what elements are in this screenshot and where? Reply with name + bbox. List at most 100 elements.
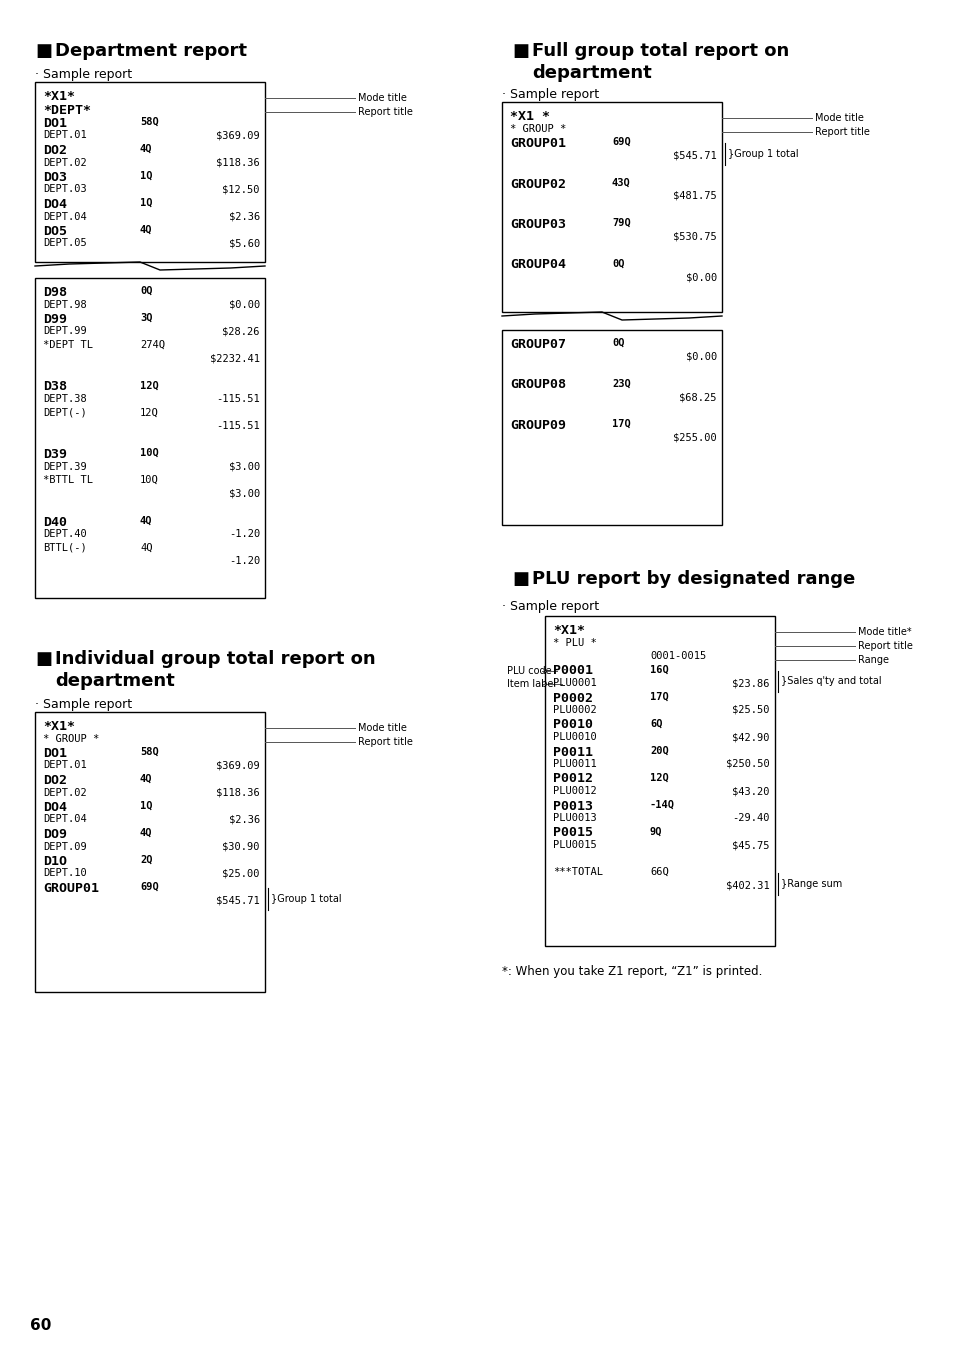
Text: *X1*: *X1* [43, 90, 75, 103]
Text: $25.00: $25.00 [222, 869, 260, 878]
Text: · Sample report: · Sample report [501, 600, 598, 612]
Bar [544, 616, 774, 946]
Text: 1Q: 1Q [140, 198, 152, 208]
Text: GROUP01: GROUP01 [43, 882, 99, 894]
Bar [35, 278, 265, 598]
Text: P0010: P0010 [553, 719, 593, 731]
Text: DO2: DO2 [43, 144, 67, 156]
Text: 0Q: 0Q [140, 286, 152, 295]
Text: $3.00: $3.00 [229, 461, 260, 472]
Text: $12.50: $12.50 [222, 185, 260, 194]
Text: *: When you take Z1 report, “Z1” is printed.: *: When you take Z1 report, “Z1” is prin… [501, 965, 761, 978]
Text: department: department [55, 672, 174, 689]
Text: Report title: Report title [857, 641, 912, 652]
Text: DEPT.98: DEPT.98 [43, 299, 87, 309]
Text: }Group 1 total: }Group 1 total [727, 148, 798, 159]
Text: PLU report by designated range: PLU report by designated range [532, 571, 854, 588]
Text: $402.31: $402.31 [725, 881, 769, 890]
Text: DEPT.02: DEPT.02 [43, 788, 87, 797]
Text: 20Q: 20Q [649, 746, 668, 755]
Text: $23.86: $23.86 [732, 679, 769, 688]
Text: -115.51: -115.51 [216, 394, 260, 403]
Text: Department report: Department report [55, 42, 247, 59]
Text: Mode title: Mode title [357, 93, 406, 103]
Text: DO4: DO4 [43, 198, 67, 210]
Text: }Sales q'ty and total: }Sales q'ty and total [781, 676, 881, 687]
Text: 12Q: 12Q [649, 773, 668, 782]
Text: }Group 1 total: }Group 1 total [271, 894, 341, 904]
Text: 0001-0015: 0001-0015 [649, 652, 705, 661]
Text: DO4: DO4 [43, 801, 67, 813]
Bar [35, 82, 265, 262]
Text: PLU0010: PLU0010 [553, 733, 597, 742]
Text: Full group total report on: Full group total report on [532, 42, 788, 59]
Text: DEPT.04: DEPT.04 [43, 212, 87, 221]
Text: PLU0002: PLU0002 [553, 706, 597, 715]
Text: *BTTL TL: *BTTL TL [43, 475, 92, 486]
Text: Report title: Report title [814, 127, 869, 138]
Text: GROUP08: GROUP08 [510, 379, 565, 391]
Text: Report title: Report title [357, 107, 413, 117]
Text: 9Q: 9Q [649, 827, 661, 836]
Text: *X1*: *X1* [553, 625, 584, 637]
Text: * GROUP *: * GROUP * [43, 734, 99, 743]
Text: ■: ■ [512, 571, 529, 588]
Text: · Sample report: · Sample report [35, 697, 132, 711]
Text: 16Q: 16Q [649, 665, 668, 674]
Text: 60: 60 [30, 1318, 51, 1333]
Text: Item label: Item label [506, 679, 556, 689]
Text: -1.20: -1.20 [229, 556, 260, 567]
Text: P0012: P0012 [553, 773, 593, 785]
Bar [35, 712, 265, 992]
Text: Mode title*: Mode title* [857, 627, 911, 637]
Text: DEPT(-): DEPT(-) [43, 407, 87, 417]
Text: $30.90: $30.90 [222, 842, 260, 851]
Text: 10Q: 10Q [140, 475, 158, 486]
Text: 4Q: 4Q [140, 225, 152, 235]
Text: $2.36: $2.36 [229, 212, 260, 221]
Text: DEPT.01: DEPT.01 [43, 761, 87, 770]
Text: GROUP01: GROUP01 [510, 138, 565, 150]
Text: $28.26: $28.26 [222, 326, 260, 336]
Text: $2232.41: $2232.41 [210, 353, 260, 363]
Text: DEPT.04: DEPT.04 [43, 815, 87, 824]
Text: -14Q: -14Q [649, 800, 675, 809]
Text: $369.09: $369.09 [216, 761, 260, 770]
Text: $45.75: $45.75 [732, 840, 769, 850]
Text: ■: ■ [35, 42, 52, 59]
Text: 4Q: 4Q [140, 144, 152, 154]
Text: $250.50: $250.50 [725, 759, 769, 769]
Text: PLU0012: PLU0012 [553, 786, 597, 796]
Text: * PLU *: * PLU * [553, 638, 597, 648]
Text: D98: D98 [43, 286, 67, 299]
Text: 1Q: 1Q [140, 171, 152, 181]
Text: $25.50: $25.50 [732, 706, 769, 715]
Text: 4Q: 4Q [140, 774, 152, 784]
Text: $545.71: $545.71 [216, 896, 260, 905]
Text: PLU0015: PLU0015 [553, 840, 597, 850]
Text: DO3: DO3 [43, 171, 67, 183]
Text: 66Q: 66Q [649, 867, 668, 877]
Text: BTTL(-): BTTL(-) [43, 542, 87, 553]
Text: D39: D39 [43, 448, 67, 461]
Text: PLU code: PLU code [506, 665, 551, 676]
Text: }Range sum: }Range sum [781, 878, 841, 889]
Text: 10Q: 10Q [140, 448, 158, 459]
Text: · Sample report: · Sample report [35, 67, 132, 81]
Text: 58Q: 58Q [140, 117, 158, 127]
Text: 1Q: 1Q [140, 801, 152, 811]
Text: P0001: P0001 [553, 665, 593, 677]
Text: DEPT.10: DEPT.10 [43, 869, 87, 878]
Text: $43.20: $43.20 [732, 786, 769, 796]
Text: $118.36: $118.36 [216, 158, 260, 167]
Text: -115.51: -115.51 [216, 421, 260, 430]
Text: Report title: Report title [357, 737, 413, 747]
Text: 4Q: 4Q [140, 542, 152, 553]
Text: GROUP03: GROUP03 [510, 219, 565, 231]
Text: DEPT.40: DEPT.40 [43, 529, 87, 540]
Text: Mode title: Mode title [814, 113, 863, 123]
Text: $3.00: $3.00 [229, 488, 260, 499]
Text: 23Q: 23Q [612, 379, 630, 389]
Bar [501, 331, 721, 525]
Text: 274Q: 274Q [140, 340, 165, 349]
